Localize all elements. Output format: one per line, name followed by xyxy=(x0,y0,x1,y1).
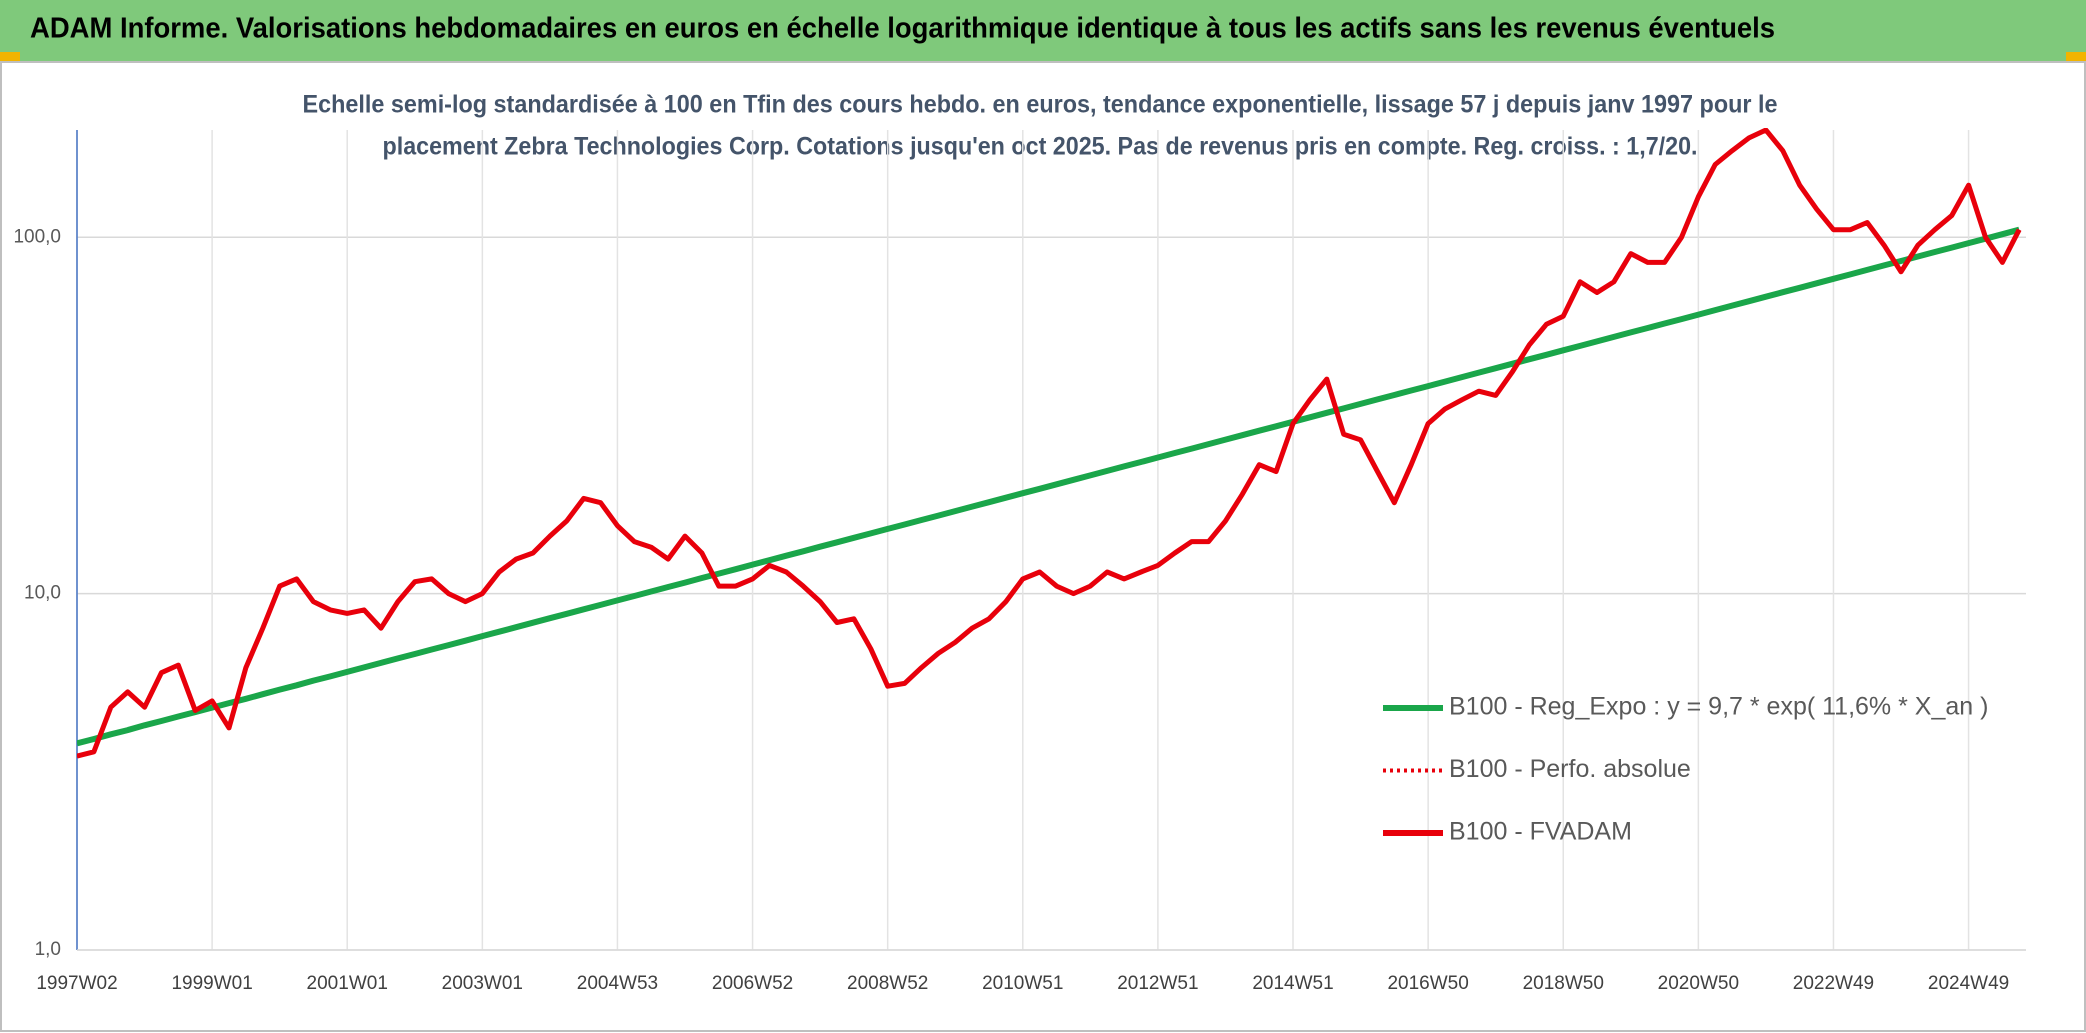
chart-title: placement Zebra Technologies Corp. Cotat… xyxy=(383,133,1698,161)
header-bar xyxy=(0,0,2086,62)
chart-title: Echelle semi-log standardisée à 100 en T… xyxy=(303,91,1778,119)
legend-label: B100 - FVADAM xyxy=(1449,818,1632,846)
x-tick-label: 2020W50 xyxy=(1658,973,1739,994)
series-line xyxy=(77,128,2021,759)
x-tick-label: 2012W51 xyxy=(1117,973,1198,994)
header-title: ADAM Informe. Valorisations hebdomadaire… xyxy=(30,13,1775,45)
frame xyxy=(0,61,2086,1032)
x-tick-label: 1997W02 xyxy=(36,973,117,994)
x-tick-label: 2006W52 xyxy=(712,973,793,994)
x-tick-label: 2010W51 xyxy=(982,973,1063,994)
x-tick-label: 2016W50 xyxy=(1387,973,1468,994)
series-line xyxy=(77,226,2020,747)
corner xyxy=(0,52,20,62)
y-tick-label: 100,0 xyxy=(13,226,61,247)
x-tick-label: 2003W01 xyxy=(442,973,523,994)
x-tick-label: 2022W49 xyxy=(1793,973,1874,994)
x-tick-label: 2004W53 xyxy=(577,973,658,994)
x-tick-label: 2014W51 xyxy=(1252,973,1333,994)
x-tick-label: 2024W49 xyxy=(1928,973,2009,994)
y-tick-label: 10,0 xyxy=(24,583,61,604)
legend-label: B100 - Perfo. absolue xyxy=(1449,755,1691,783)
x-tick-label: 2001W01 xyxy=(307,973,388,994)
x-tick-label: 1999W01 xyxy=(171,973,252,994)
x-tick-label: 2008W52 xyxy=(847,973,928,994)
corner xyxy=(2066,52,2086,62)
legend-label: B100 - Reg_Expo : y = 9,7 * exp( 11,6% *… xyxy=(1449,693,1988,721)
y-tick-label: 1,0 xyxy=(35,939,61,960)
series-line xyxy=(77,128,2022,759)
x-tick-label: 2018W50 xyxy=(1523,973,1604,994)
plot-area xyxy=(77,128,2022,759)
